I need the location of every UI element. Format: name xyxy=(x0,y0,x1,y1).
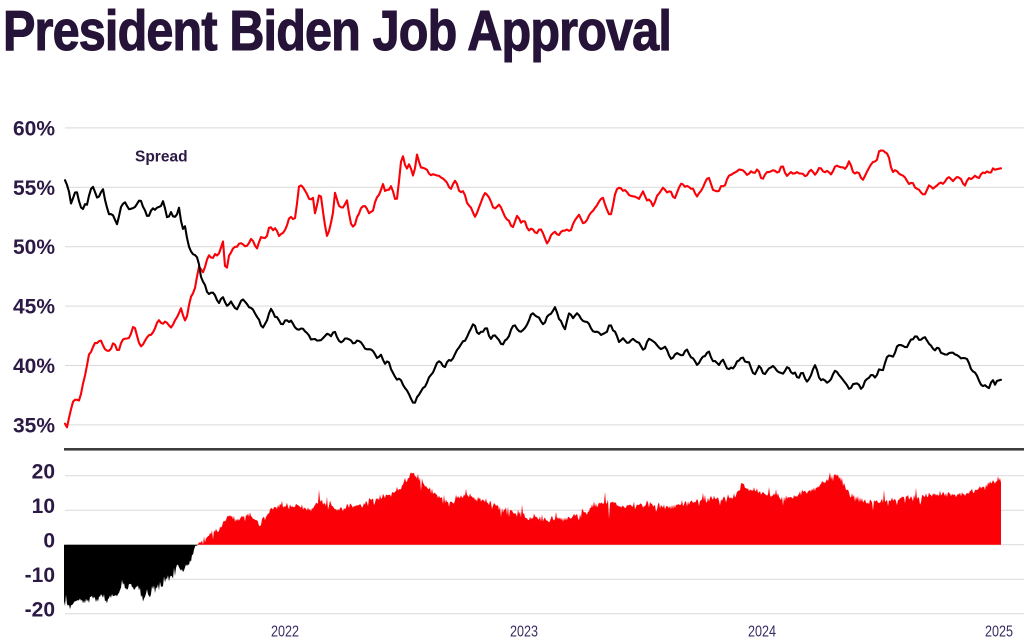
svg-text:20: 20 xyxy=(32,460,55,483)
svg-text:President Biden Job Approval: President Biden Job Approval xyxy=(3,0,671,63)
svg-text:-20: -20 xyxy=(25,598,55,621)
svg-text:2022: 2022 xyxy=(271,624,299,641)
svg-text:40%: 40% xyxy=(13,355,55,378)
svg-text:0: 0 xyxy=(43,529,55,552)
svg-text:Spread: Spread xyxy=(135,149,188,166)
svg-text:35%: 35% xyxy=(13,414,55,437)
svg-text:2024: 2024 xyxy=(748,624,776,641)
svg-text:45%: 45% xyxy=(13,296,55,319)
svg-text:60%: 60% xyxy=(13,117,55,140)
svg-text:50%: 50% xyxy=(13,236,55,259)
svg-text:2023: 2023 xyxy=(510,624,538,641)
svg-text:55%: 55% xyxy=(13,177,55,200)
svg-text:10: 10 xyxy=(32,495,55,518)
svg-text:-10: -10 xyxy=(25,564,55,587)
svg-text:2025: 2025 xyxy=(985,624,1013,641)
